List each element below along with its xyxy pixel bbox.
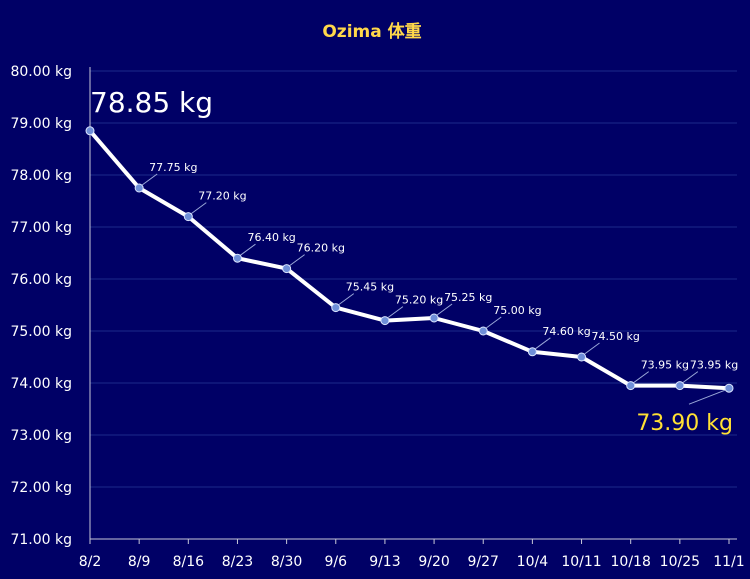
data-label-leader: [141, 173, 158, 186]
x-tick-label: 8/16: [173, 554, 205, 570]
y-tick-label: 79.00 kg: [10, 116, 72, 132]
y-tick-label: 72.00 kg: [10, 480, 72, 496]
series-line: [88, 129, 730, 391]
data-label: 75.25 kg: [444, 291, 492, 304]
data-label-leader: [436, 303, 453, 316]
x-tick-label: 10/25: [660, 554, 700, 570]
y-axis-tick-labels: 71.00 kg 72.00 kg 73.00 kg 74.00 kg 75.00 kg…: [10, 64, 72, 548]
data-point: [478, 326, 488, 336]
data-point: [134, 183, 144, 193]
y-tick-label: 73.00 kg: [10, 428, 72, 444]
y-tick-label: 78.00 kg: [10, 168, 72, 184]
data-point: [282, 264, 292, 274]
chart-title: Ozima 体重: [322, 21, 421, 42]
data-label: 75.45 kg: [346, 281, 394, 294]
data-label: 75.00 kg: [493, 304, 541, 317]
x-tick-label: 8/30: [271, 554, 302, 570]
x-tick-label: 8/23: [222, 554, 253, 570]
series-weight: [85, 126, 734, 393]
x-tick-label: 10/18: [611, 554, 651, 570]
x-tick-label: 9/27: [468, 554, 499, 570]
data-label-leader: [584, 342, 600, 355]
data-label: 73.95 kg: [641, 359, 689, 372]
y-tick-label: 76.00 kg: [10, 272, 72, 288]
data-label: 74.60 kg: [542, 325, 590, 338]
data-label-leader: [682, 371, 699, 384]
x-tick-label: 10/4: [517, 554, 549, 570]
data-label-leader: [289, 254, 305, 267]
x-tick-label: 9/6: [325, 554, 348, 570]
data-point: [527, 347, 537, 357]
data-point: [380, 316, 390, 326]
y-tick-label: 80.00 kg: [10, 64, 72, 80]
data-point: [724, 383, 734, 393]
data-label-leader: [338, 293, 355, 306]
data-point: [85, 126, 95, 136]
data-point: [675, 381, 685, 391]
data-label: 77.20 kg: [198, 190, 246, 203]
data-label: 76.40 kg: [247, 231, 295, 244]
data-label-leader: [387, 306, 404, 319]
axes: [89, 67, 737, 544]
data-label-leader: [240, 243, 256, 256]
x-tick-label: 8/2: [79, 554, 102, 570]
data-label-leader: [191, 202, 207, 215]
x-tick-label: 8/9: [128, 554, 151, 570]
data-label: 77.75 kg: [149, 161, 197, 174]
x-tick-label: 11/1: [713, 554, 744, 570]
y-tick-label: 77.00 kg: [10, 220, 72, 236]
data-label-leader: [485, 316, 502, 329]
data-label-leader: [535, 337, 551, 350]
data-point: [429, 313, 439, 323]
data-label: 74.50 kg: [592, 330, 640, 343]
data-label-leader: [688, 389, 726, 405]
data-point: [183, 212, 193, 222]
y-tick-label: 71.00 kg: [10, 532, 72, 548]
data-point: [626, 381, 636, 391]
x-tick-label: 9/13: [369, 554, 400, 570]
data-point: [577, 352, 587, 362]
x-tick-label: 10/11: [561, 554, 601, 570]
data-label-first: 78.85 kg: [90, 86, 213, 119]
y-tick-label: 74.00 kg: [10, 376, 72, 392]
data-point: [232, 253, 242, 263]
x-axis-tick-labels: 8/2 8/9 8/16 8/23 8/30 9/6 9/13 9/20 9/27 10/4 10/…: [79, 554, 745, 570]
y-tick-label: 75.00 kg: [10, 324, 72, 340]
data-label: 76.20 kg: [297, 242, 345, 255]
data-label: 73.95 kg: [690, 359, 738, 372]
data-label-last: 73.90 kg: [636, 411, 733, 436]
data-label: 75.20 kg: [395, 294, 443, 307]
x-tick-label: 9/20: [418, 554, 449, 570]
data-point: [331, 303, 341, 313]
data-label-leader: [633, 371, 649, 384]
